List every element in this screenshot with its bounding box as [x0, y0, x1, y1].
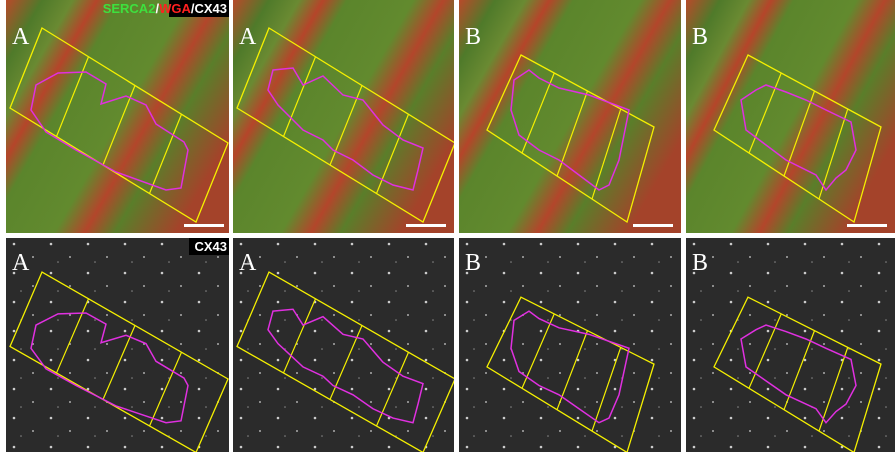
- legend-item: CX43: [194, 1, 227, 16]
- panel-label: A: [12, 24, 30, 50]
- panel-content: [459, 238, 681, 452]
- cx43-spots: [6, 238, 229, 452]
- panel-content: [686, 0, 895, 233]
- scale-bar: [184, 224, 224, 227]
- legend: CX43: [194, 239, 227, 254]
- cx43-spots: [233, 238, 454, 452]
- tissue-image: [459, 0, 681, 233]
- page: ASERCA2/WGA/CX43ABBACX43ABB (() => { con…: [0, 0, 895, 452]
- panel-label: A: [12, 250, 30, 276]
- panel-label: A: [239, 250, 257, 276]
- panel: B: [459, 0, 681, 233]
- panel-content: [6, 238, 229, 452]
- legend-item: WGA: [159, 1, 191, 16]
- scale-bar: [633, 224, 673, 227]
- panel: A SERCA2/WGA/CX43: [6, 0, 229, 233]
- legend-item: SERCA2: [103, 1, 156, 16]
- panel-label: B: [692, 250, 708, 276]
- panel: B: [686, 0, 895, 233]
- panel-label: B: [692, 24, 708, 50]
- tissue-image: [686, 0, 895, 233]
- panel-label: B: [465, 24, 481, 50]
- panel-content: [233, 238, 455, 452]
- panel-content: [686, 238, 895, 452]
- panel: A: [233, 238, 455, 452]
- legend: SERCA2/WGA/CX43: [103, 1, 227, 16]
- scale-bar: [847, 224, 887, 227]
- panel-content: [459, 0, 681, 233]
- scale-bar: [406, 224, 446, 227]
- figure: A SERCA2/WGA/CX43 A B B A CX43 A B B: [0, 0, 895, 452]
- cx43-spots: [459, 238, 681, 452]
- panel-label: B: [465, 250, 481, 276]
- panel: B: [459, 238, 681, 452]
- panel: B: [686, 238, 895, 452]
- panel-content: [233, 0, 455, 233]
- panel: A: [233, 0, 455, 233]
- panel-label: A: [239, 24, 257, 50]
- panel: A CX43: [6, 238, 229, 452]
- panels: A SERCA2/WGA/CX43 A B B A CX43 A B B: [6, 0, 895, 452]
- panel-content: [6, 0, 229, 233]
